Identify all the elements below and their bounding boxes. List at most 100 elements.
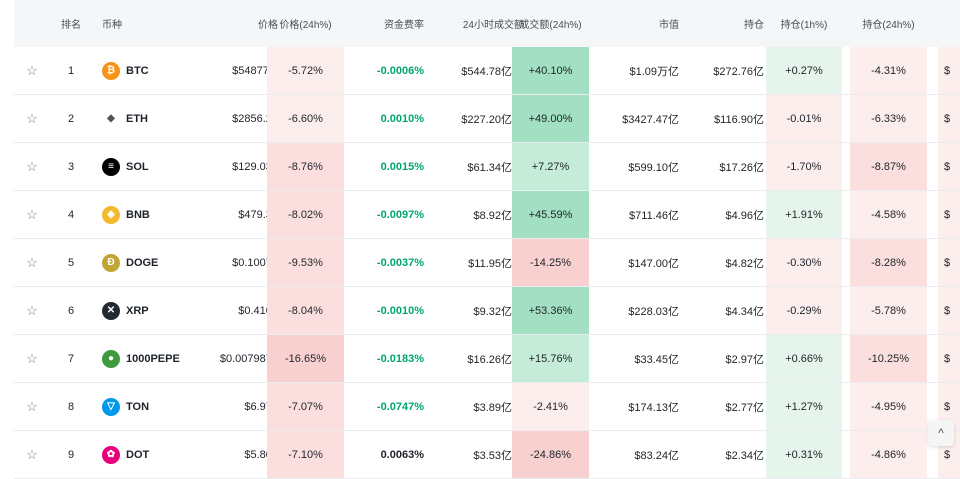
- price-change-cell: -9.53%: [267, 239, 344, 286]
- header-open-interest[interactable]: 持仓: [744, 20, 764, 31]
- table-row[interactable]: ☆ 9 ✿ DOT $5.809 -7.10% 0.0063% $3.53亿 -…: [14, 431, 960, 479]
- coin-cell[interactable]: ▽ TON: [102, 383, 212, 430]
- market-cap-cell: $711.46亿: [629, 209, 679, 222]
- coin-cell[interactable]: ● 1000PEPE: [102, 335, 212, 382]
- market-cap-cell: $33.45亿: [634, 353, 679, 366]
- coin-cell[interactable]: ◈ BNB: [102, 191, 212, 238]
- oi-24h-cell: -5.78%: [850, 287, 927, 334]
- solana-icon: ≡: [102, 157, 120, 176]
- table-row[interactable]: ☆ 6 ✕ XRP $0.4104 -8.04% -0.0010% $9.32亿…: [14, 287, 960, 335]
- header-funding-rate[interactable]: 资金费率: [384, 20, 424, 31]
- header-rank[interactable]: 排名: [61, 20, 81, 31]
- volume-change-cell: +15.76%: [512, 335, 589, 382]
- oi-1h-cell: -0.30%: [766, 239, 842, 286]
- volume-change-cell: -2.41%: [512, 383, 589, 430]
- table-body: ☆ 1 ₿ BTC $54877.1 -5.72% -0.0006% $544.…: [14, 47, 960, 479]
- price-cell: $129.031: [232, 160, 278, 173]
- oi-24h-cell: -10.25%: [850, 335, 927, 382]
- pepe-icon: ●: [102, 349, 120, 368]
- favorite-star-icon[interactable]: ☆: [26, 254, 38, 270]
- coin-symbol: ETH: [126, 112, 148, 125]
- market-cap-cell: $228.03亿: [628, 305, 679, 318]
- coin-symbol: DOT: [126, 448, 150, 461]
- price-change-cell: -7.07%: [267, 383, 344, 430]
- price-cell: $0.0079873: [219, 352, 278, 365]
- header-volume-change[interactable]: 成交额(24h%): [519, 20, 582, 31]
- coin-cell[interactable]: ✿ DOT: [102, 431, 212, 478]
- header-volume[interactable]: 24小时成交额: [462, 20, 524, 31]
- funding-rate-cell: -0.0097%: [376, 208, 424, 221]
- truncated-column-cell: $: [938, 47, 960, 94]
- oi-24h-cell: -4.86%: [850, 431, 927, 478]
- price-change-cell: -8.76%: [267, 143, 344, 190]
- truncated-column-cell: $: [938, 383, 960, 430]
- market-cap-cell: $174.13亿: [628, 401, 679, 414]
- market-cap-cell: $599.10亿: [628, 161, 679, 174]
- favorite-star-icon[interactable]: ☆: [26, 206, 38, 222]
- rank-cell: 2: [67, 112, 75, 125]
- coin-cell[interactable]: ₿ BTC: [102, 47, 212, 94]
- coin-cell[interactable]: Ð DOGE: [102, 239, 212, 286]
- truncated-column-cell: $: [938, 143, 960, 190]
- table-row[interactable]: ☆ 3 ≡ SOL $129.031 -8.76% 0.0015% $61.34…: [14, 143, 960, 191]
- price-cell: $54877.1: [232, 64, 278, 77]
- doge-icon: Ð: [102, 253, 120, 272]
- rank-cell: 8: [67, 400, 75, 413]
- header-price[interactable]: 价格: [258, 20, 278, 31]
- open-interest-cell: $4.82亿: [725, 257, 764, 270]
- volume-change-cell: +53.36%: [512, 287, 589, 334]
- coin-symbol: DOGE: [126, 256, 159, 269]
- volume-cell: $3.53亿: [473, 449, 512, 462]
- table-row[interactable]: ☆ 8 ▽ TON $6.978 -7.07% -0.0747% $3.89亿 …: [14, 383, 960, 431]
- market-cap-cell: $83.24亿: [634, 449, 679, 462]
- coin-symbol: BTC: [126, 64, 149, 77]
- header-price-change[interactable]: 价格(24h%): [279, 20, 332, 31]
- table-row[interactable]: ☆ 7 ● 1000PEPE $0.0079873 -16.65% -0.018…: [14, 335, 960, 383]
- table-row[interactable]: ☆ 5 Ð DOGE $0.10076 -9.53% -0.0037% $11.…: [14, 239, 960, 287]
- coin-cell[interactable]: ≡ SOL: [102, 143, 212, 190]
- open-interest-cell: $272.76亿: [713, 65, 764, 78]
- header-oi-24h[interactable]: 持仓(24h%): [862, 20, 915, 31]
- open-interest-cell: $4.96亿: [725, 209, 764, 222]
- coin-symbol: XRP: [126, 304, 149, 317]
- funding-rate-cell: -0.0010%: [376, 304, 424, 317]
- oi-24h-cell: -8.87%: [850, 143, 927, 190]
- favorite-star-icon[interactable]: ☆: [26, 350, 38, 366]
- volume-cell: $8.92亿: [473, 209, 512, 222]
- oi-1h-cell: +1.91%: [766, 191, 842, 238]
- header-market-cap[interactable]: 市值: [659, 20, 679, 31]
- volume-cell: $3.89亿: [473, 401, 512, 414]
- favorite-star-icon[interactable]: ☆: [26, 398, 38, 414]
- futures-table: 排名 币种 价格 价格(24h%) 资金费率 24小时成交额 成交额(24h%)…: [14, 0, 960, 479]
- funding-rate-cell: 0.0010%: [380, 112, 424, 125]
- favorite-star-icon[interactable]: ☆: [26, 62, 38, 78]
- volume-cell: $11.95亿: [468, 257, 512, 270]
- oi-1h-cell: -0.01%: [766, 95, 842, 142]
- favorite-star-icon[interactable]: ☆: [26, 158, 38, 174]
- oi-1h-cell: -0.29%: [766, 287, 842, 334]
- truncated-column-cell: $: [938, 95, 960, 142]
- volume-cell: $544.78亿: [461, 65, 512, 78]
- header-oi-1h[interactable]: 持仓(1h%): [780, 20, 828, 31]
- rank-cell: 6: [67, 304, 75, 317]
- funding-rate-cell: 0.0063%: [380, 448, 424, 461]
- favorite-star-icon[interactable]: ☆: [26, 110, 38, 126]
- favorite-star-icon[interactable]: ☆: [26, 446, 38, 462]
- header-coin[interactable]: 币种: [102, 20, 122, 31]
- rank-cell: 7: [67, 352, 75, 365]
- chevron-up-icon: ^: [938, 426, 944, 440]
- price-change-cell: -6.60%: [267, 95, 344, 142]
- funding-rate-cell: -0.0037%: [376, 256, 424, 269]
- table-row[interactable]: ☆ 2 ◆ ETH $2856.25 -6.60% 0.0010% $227.2…: [14, 95, 960, 143]
- favorite-star-icon[interactable]: ☆: [26, 302, 38, 318]
- volume-change-cell: -14.25%: [512, 239, 589, 286]
- oi-1h-cell: -1.70%: [766, 143, 842, 190]
- coin-cell[interactable]: ✕ XRP: [102, 287, 212, 334]
- table-row[interactable]: ☆ 1 ₿ BTC $54877.1 -5.72% -0.0006% $544.…: [14, 47, 960, 95]
- oi-1h-cell: +1.27%: [766, 383, 842, 430]
- funding-rate-cell: -0.0006%: [376, 64, 424, 77]
- coin-cell[interactable]: ◆ ETH: [102, 95, 212, 142]
- table-row[interactable]: ☆ 4 ◈ BNB $479.34 -8.02% -0.0097% $8.92亿…: [14, 191, 960, 239]
- market-cap-cell: $3427.47亿: [622, 113, 679, 126]
- scroll-to-top-button[interactable]: ^: [928, 420, 954, 446]
